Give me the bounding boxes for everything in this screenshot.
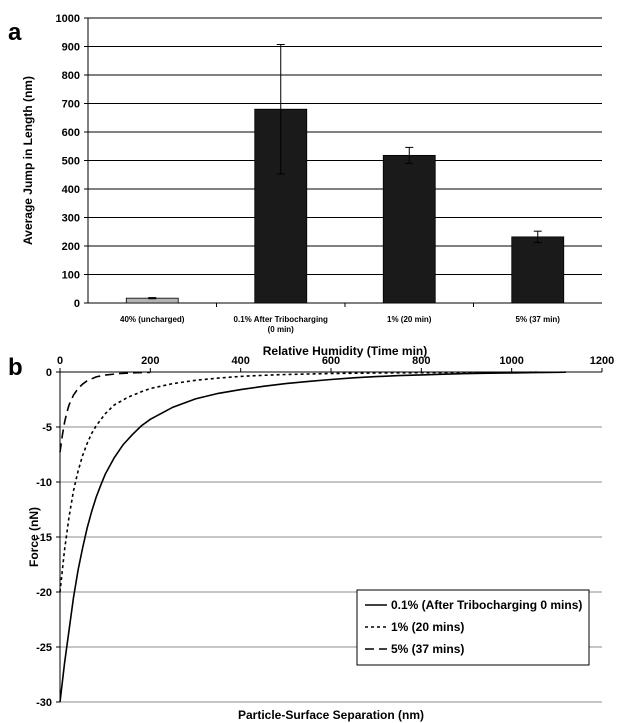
category-label: (0 min): [268, 325, 295, 334]
line-chart-panel-b: 0 -5 -10 -15 -20 -25 -30 0 200 400 600 800 1000 1200 P…: [27, 355, 614, 722]
y-tick-label: 200: [62, 241, 80, 253]
x-tick-label: 400: [231, 355, 249, 367]
bar: [511, 236, 565, 304]
x-tick-label: 600: [322, 355, 340, 367]
y-tick-label: -30: [36, 697, 52, 709]
legend-label: 0.1% (After Tribocharging 0 mins): [391, 598, 582, 612]
panel-a-label: a: [8, 19, 22, 46]
series-line: [59, 371, 151, 453]
category-label: 40% (uncharged): [120, 315, 185, 324]
legend-label: 5% (37 mins): [391, 642, 464, 656]
y-axis-title: Average Jump in Length (nm): [21, 76, 35, 245]
y-tick-label: -15: [36, 532, 52, 544]
y-tick-label: -5: [42, 422, 52, 434]
y-tick-label: 600: [62, 127, 80, 139]
x-axis-title: Relative Humidity (Time min): [263, 344, 427, 358]
y-tick-label: 900: [62, 42, 80, 54]
y-tick-label: 1000: [56, 13, 80, 25]
y-tick-label: 300: [62, 213, 80, 225]
x-tick-label: 1200: [590, 355, 614, 367]
x-tick-label: 800: [412, 355, 430, 367]
y-tick-label: -25: [36, 642, 52, 654]
legend-box: [356, 589, 590, 666]
series-line: [59, 371, 566, 703]
series-line: [59, 371, 539, 593]
y-tick-label: -10: [36, 477, 52, 489]
x-tick-label: 200: [141, 355, 159, 367]
category-label: 1% (20 min): [387, 315, 432, 324]
x-tick-label: 0: [57, 355, 63, 367]
y-tick-label: 0: [46, 367, 52, 379]
panel-b-label: b: [8, 354, 23, 381]
y-tick-label: 500: [62, 156, 80, 168]
y-tick-label: 700: [62, 99, 80, 111]
y-axis-title: Force (nN): [27, 507, 41, 567]
category-label: 0.1% After Tribocharging: [234, 315, 329, 324]
bar: [382, 154, 436, 304]
y-tick-label: 400: [62, 184, 80, 196]
y-tick-label: 100: [62, 270, 80, 282]
category-label: 5% (37 min): [516, 315, 561, 324]
x-axis-title: Particle-Surface Separation (nm): [238, 708, 424, 722]
y-tick-label: 800: [62, 70, 80, 82]
x-tick-label: 1000: [499, 355, 523, 367]
y-tick-label: -20: [36, 587, 52, 599]
y-tick-label: 0: [74, 298, 80, 310]
bar-chart-panel-a: 0 100 200 300 400 500 600 700 800 900 1000 40% (unc…: [21, 13, 602, 358]
legend-label: 1% (20 mins): [391, 620, 464, 634]
